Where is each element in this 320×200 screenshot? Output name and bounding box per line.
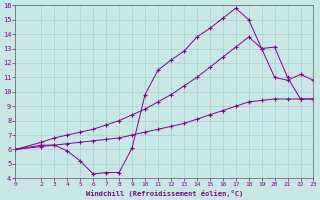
X-axis label: Windchill (Refroidissement éolien,°C): Windchill (Refroidissement éolien,°C) [86, 190, 243, 197]
